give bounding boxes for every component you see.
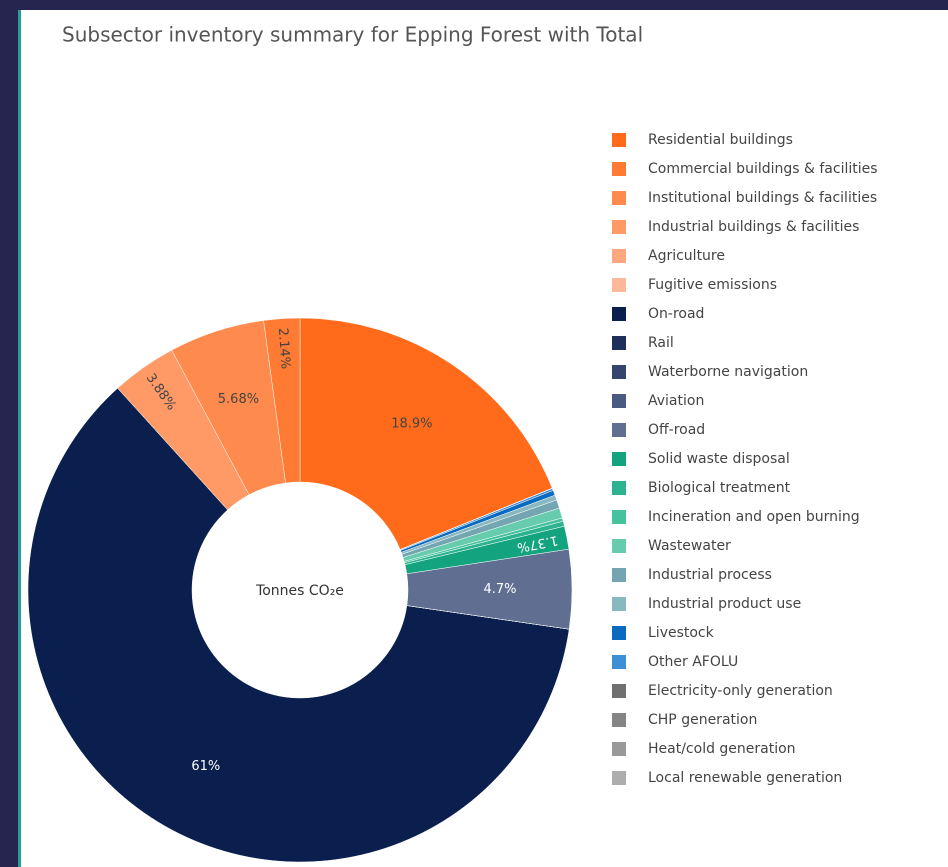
legend-swatch [612, 249, 626, 263]
legend-swatch [612, 713, 626, 727]
legend-label: On-road [648, 306, 704, 322]
legend-label: Industrial process [648, 567, 772, 583]
slice-label: 2.14% [275, 327, 293, 369]
legend-label: Rail [648, 335, 674, 351]
pie-slice [401, 499, 560, 558]
legend-swatch [612, 742, 626, 756]
legend-swatch [612, 452, 626, 466]
legend-swatch [612, 394, 626, 408]
legend-label: Waterborne navigation [648, 364, 808, 380]
legend-swatch [612, 365, 626, 379]
legend-swatch [612, 220, 626, 234]
pie-slice [27, 387, 570, 863]
legend-label: Agriculture [648, 248, 725, 264]
slice-label: 5.68% [218, 392, 259, 407]
chart-title: Subsector inventory summary for Epping F… [62, 23, 643, 47]
legend-label: Heat/cold generation [648, 741, 796, 757]
legend-swatch [612, 568, 626, 582]
legend-swatch [612, 539, 626, 553]
legend-label: Off-road [648, 422, 705, 438]
legend-label: Industrial product use [648, 596, 801, 612]
legend-label: Commercial buildings & facilities [648, 161, 878, 177]
legend-label: CHP generation [648, 712, 757, 728]
legend-swatch [612, 133, 626, 147]
legend-label: Residential buildings [648, 132, 793, 148]
pie-slice [171, 320, 286, 496]
legend-swatch [612, 655, 626, 669]
legend-label: Solid waste disposal [648, 451, 790, 467]
slice-label: 4.7% [483, 582, 516, 597]
legend-swatch [612, 278, 626, 292]
center-label: Tonnes CO₂e [255, 583, 344, 599]
slice-label: 18.9% [391, 417, 432, 432]
pie-slice [406, 548, 573, 630]
pie-slice [299, 317, 553, 550]
pie-slice [263, 317, 301, 484]
legend-label: Industrial buildings & facilities [648, 219, 859, 235]
legend-label: Institutional buildings & facilities [648, 190, 877, 206]
legend-label: Electricity-only generation [648, 683, 833, 699]
legend-swatch [612, 336, 626, 350]
legend-label: Wastewater [648, 538, 731, 554]
legend-swatch [612, 597, 626, 611]
legend-label: Incineration and open burning [648, 509, 860, 525]
legend-label: Livestock [648, 625, 715, 641]
slice-label: 61% [191, 759, 220, 774]
legend-swatch [612, 626, 626, 640]
legend-swatch [612, 423, 626, 437]
legend-swatch [612, 510, 626, 524]
legend-swatch [612, 191, 626, 205]
legend-swatch [612, 162, 626, 176]
legend-label: Fugitive emissions [648, 277, 777, 293]
pie-slice [404, 525, 570, 575]
legend-swatch [612, 771, 626, 785]
legend-label: Biological treatment [648, 480, 791, 496]
legend-label: Aviation [648, 393, 704, 409]
legend-swatch [612, 684, 626, 698]
pie-slice [402, 507, 563, 562]
pie-slice [117, 349, 250, 511]
legend-swatch [612, 481, 626, 495]
pie-slice [400, 488, 553, 550]
legend-swatch [612, 307, 626, 321]
legend-label: Local renewable generation [648, 770, 842, 786]
legend-label: Other AFOLU [648, 654, 738, 670]
